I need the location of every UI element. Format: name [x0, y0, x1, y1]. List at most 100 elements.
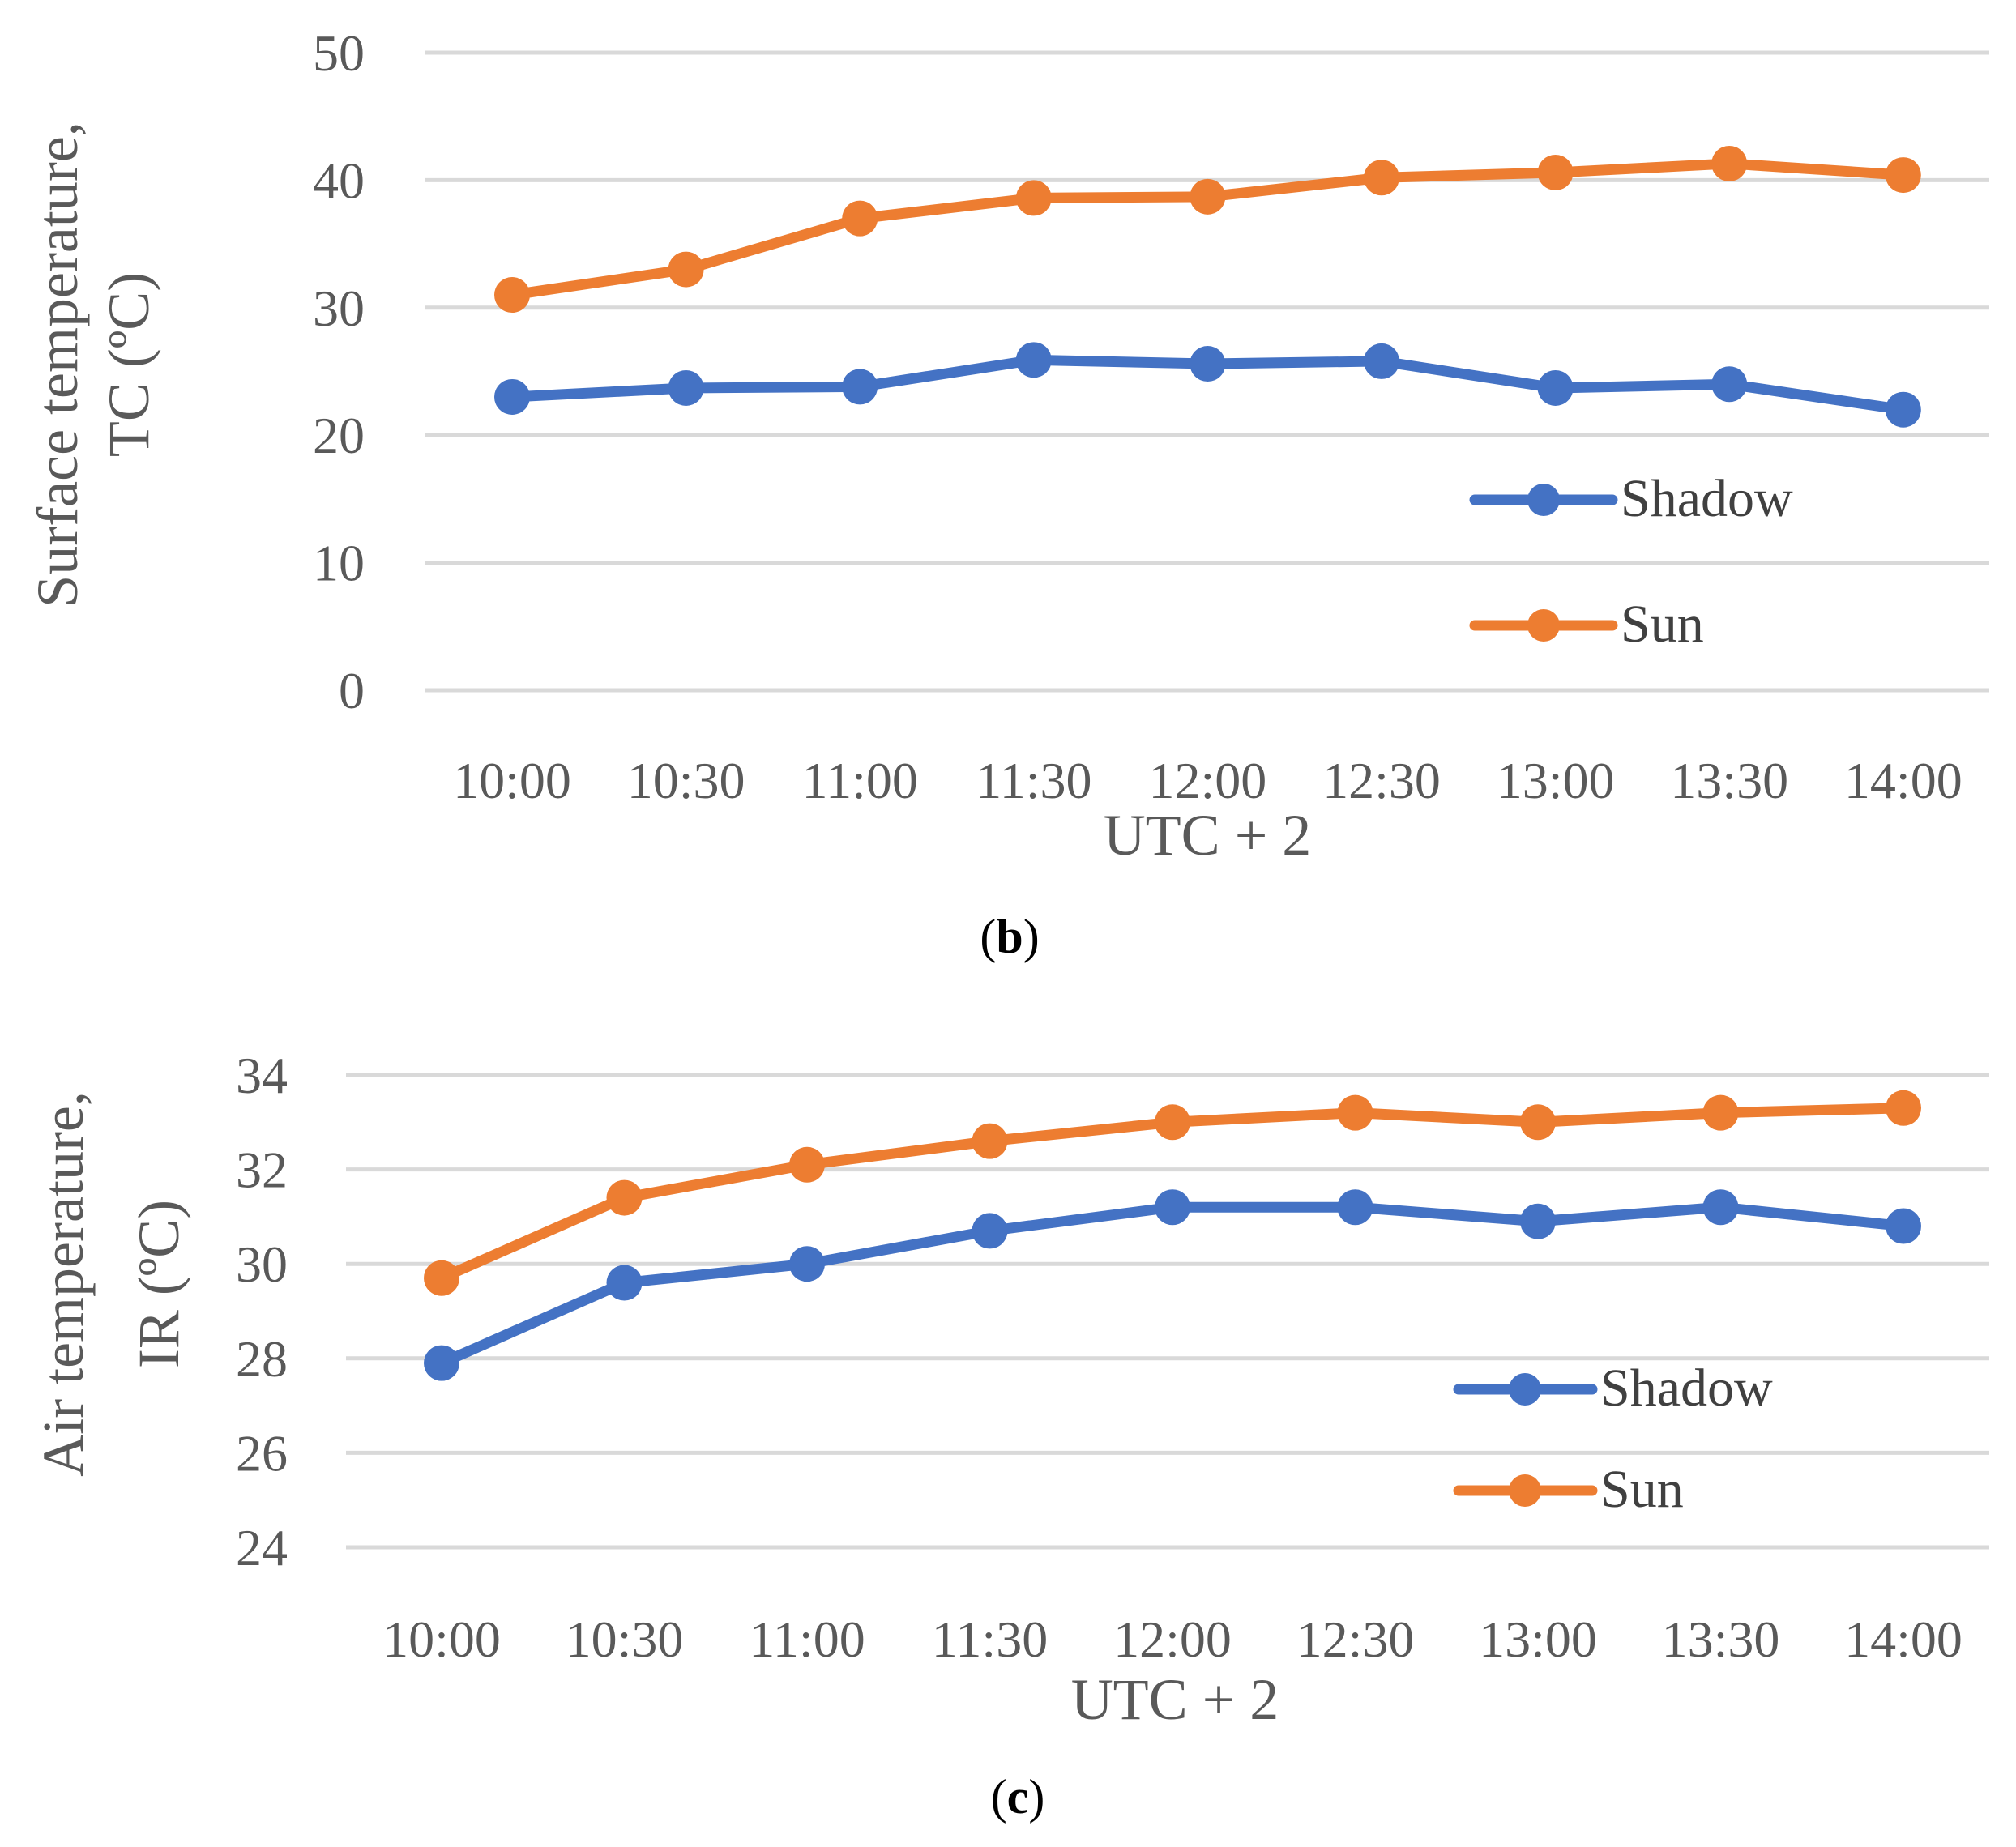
- panel-b-y-ticks: 0 10 20 30 40 50: [313, 24, 365, 719]
- panel-b-series: [494, 145, 1921, 428]
- panel-c-y-tick-label-0: 24: [236, 1519, 288, 1576]
- panel-c-label-letter: c: [1007, 1770, 1029, 1824]
- panel-b-x-tick-label-0: 10:00: [453, 752, 571, 809]
- panel-c-shadow-point-7: [1702, 1189, 1739, 1226]
- panel-c-gridlines: [346, 1073, 1989, 1550]
- panel-b-x-tick-label-7: 13:30: [1670, 752, 1788, 809]
- panel-c-series: [424, 1090, 1921, 1381]
- panel-b-y-tick-label-4: 40: [313, 151, 365, 209]
- panel-b-y-axis-title: Surface temperature, TC (ºC): [25, 122, 161, 608]
- panel-b-shadow-point-1: [668, 369, 704, 406]
- panel-b-legend-shadow-label: Shadow: [1621, 469, 1793, 528]
- panel-c-y-axis-title: Air temperature, IR (ºC): [31, 1091, 191, 1477]
- panel-b-y-axis-title-line-2: TC (ºC): [96, 272, 161, 457]
- panel-c-label-close: ): [1028, 1770, 1044, 1824]
- panel-b-legend-sun-marker: [1527, 609, 1560, 642]
- panel-b-x-tick-label-1: 10:30: [627, 752, 745, 809]
- panel-b-shadow-point-2: [842, 369, 878, 405]
- panel-b-shadow-point-7: [1711, 366, 1748, 403]
- panel-c-shadow-point-1: [606, 1265, 643, 1301]
- panel-b-label-open: (: [980, 910, 996, 963]
- panel-b-sun-point-3: [1015, 180, 1052, 216]
- panel-c-label: (c): [991, 1770, 1045, 1824]
- panel-b-sun-point-6: [1537, 154, 1574, 190]
- panel-b-x-tick-label-6: 13:00: [1497, 752, 1615, 809]
- panel-c-x-tick-label-0: 10:00: [382, 1610, 501, 1668]
- panel-c-sun-point-0: [424, 1260, 459, 1296]
- panel-c-legend-shadow-label: Shadow: [1600, 1359, 1773, 1418]
- panel-c-chart: 24 26 28 30 32 34 10:00 10:30 11:00 11:30 12:00 12…: [31, 1047, 1989, 1824]
- panel-c-shadow-point-5: [1337, 1189, 1373, 1226]
- panel-b-y-tick-label-1: 10: [313, 535, 365, 592]
- panel-c-y-axis-title-line-2: IR (ºC): [126, 1200, 191, 1368]
- panel-b-shadow-point-5: [1364, 343, 1399, 379]
- panel-c-sun-point-8: [1886, 1090, 1921, 1126]
- panel-b-sun-point-8: [1885, 157, 1921, 194]
- panel-b-sun-point-2: [842, 200, 878, 237]
- panel-b-legend: Shadow Sun: [1469, 469, 1793, 654]
- panel-b-label: (b): [980, 910, 1039, 963]
- panel-b-sun-point-1: [668, 251, 704, 288]
- panel-c-shadow-point-2: [789, 1246, 825, 1282]
- panel-b-x-tick-label-5: 12:30: [1322, 752, 1441, 809]
- panel-b-y-axis-title-line-1: Surface temperature,: [25, 122, 90, 608]
- panel-b-x-tick-label-3: 11:30: [976, 752, 1091, 809]
- panel-c-legend-shadow-marker: [1509, 1373, 1541, 1406]
- panel-c-sun-point-3: [972, 1123, 1008, 1159]
- panel-b-x-axis-title: UTC + 2: [1104, 803, 1312, 868]
- panel-c-legend-sun-marker: [1509, 1474, 1541, 1507]
- panel-b-x-ticks: 10:00 10:30 11:00 11:30 12:00 12:30 13:00 13:30…: [453, 752, 1963, 809]
- panel-c-shadow-point-6: [1520, 1203, 1556, 1239]
- panel-c-sun-point-6: [1520, 1104, 1556, 1141]
- panel-b-shadow-point-4: [1190, 346, 1226, 382]
- panel-c-x-tick-label-7: 13:30: [1662, 1610, 1780, 1668]
- panel-b-label-letter: b: [996, 910, 1023, 963]
- panel-c-x-tick-label-3: 11:30: [932, 1610, 1048, 1668]
- panel-b-sun-point-4: [1190, 178, 1226, 215]
- panel-c-x-tick-label-5: 12:30: [1296, 1610, 1415, 1668]
- panel-c-shadow-line: [436, 1201, 1909, 1369]
- panel-b-y-tick-label-3: 30: [313, 279, 365, 337]
- panel-b-shadow-point-6: [1537, 369, 1574, 406]
- panel-b-sun-point-5: [1364, 160, 1399, 196]
- panel-c-shadow-point-3: [972, 1213, 1008, 1249]
- panel-c-shadow-point-8: [1886, 1208, 1921, 1244]
- panel-c-legend-sun-label: Sun: [1600, 1460, 1684, 1519]
- panel-c-x-tick-label-1: 10:30: [566, 1610, 684, 1668]
- panel-c-x-tick-label-4: 12:00: [1113, 1610, 1232, 1668]
- panel-b-sun-point-0: [494, 277, 530, 314]
- panel-b-x-tick-label-2: 11:00: [801, 752, 917, 809]
- panel-c-y-axis-title-line-1: Air temperature,: [31, 1091, 96, 1477]
- panel-b-x-tick-label-8: 14:00: [1844, 752, 1963, 809]
- panel-b-y-tick-label-0: 0: [339, 662, 365, 719]
- panel-b-legend-shadow-marker: [1527, 484, 1560, 516]
- panel-b-y-tick-label-5: 50: [313, 24, 365, 82]
- panel-c-sun-point-4: [1155, 1104, 1190, 1141]
- panel-c-sun-point-2: [789, 1146, 825, 1183]
- panel-c-x-tick-label-6: 13:00: [1479, 1610, 1597, 1668]
- panel-b-shadow-point-0: [494, 378, 530, 415]
- panel-b-sun-point-7: [1711, 145, 1748, 181]
- panel-b-legend-sun-label: Sun: [1621, 595, 1704, 654]
- panel-c-y-tick-label-4: 32: [236, 1141, 288, 1199]
- panel-b-x-tick-label-4: 12:00: [1149, 752, 1267, 809]
- panel-b-shadow-point-8: [1885, 391, 1921, 428]
- panel-c-sun-point-7: [1702, 1094, 1739, 1131]
- panel-c-y-tick-label-3: 30: [236, 1235, 288, 1293]
- panel-b-shadow-point-3: [1015, 342, 1052, 378]
- panel-c-x-ticks: 10:00 10:30 11:00 11:30 12:00 12:30 13:00 13:30…: [382, 1610, 1963, 1668]
- panel-c-shadow-point-0: [424, 1345, 459, 1381]
- panel-b-label-close: ): [1023, 910, 1040, 963]
- panel-c-y-tick-label-1: 26: [236, 1424, 288, 1482]
- panel-c-y-tick-label-5: 34: [236, 1047, 288, 1104]
- panel-c-sun-point-5: [1337, 1094, 1373, 1131]
- panel-c-x-axis-title: UTC + 2: [1071, 1667, 1279, 1732]
- panel-c-legend: Shadow Sun: [1453, 1359, 1773, 1519]
- panel-c-shadow-point-4: [1155, 1189, 1190, 1226]
- panel-c-x-tick-label-2: 11:00: [749, 1610, 865, 1668]
- panel-c-label-open: (: [991, 1770, 1007, 1824]
- panel-c-x-tick-label-8: 14:00: [1844, 1610, 1963, 1668]
- panel-c-sun-point-1: [606, 1179, 643, 1216]
